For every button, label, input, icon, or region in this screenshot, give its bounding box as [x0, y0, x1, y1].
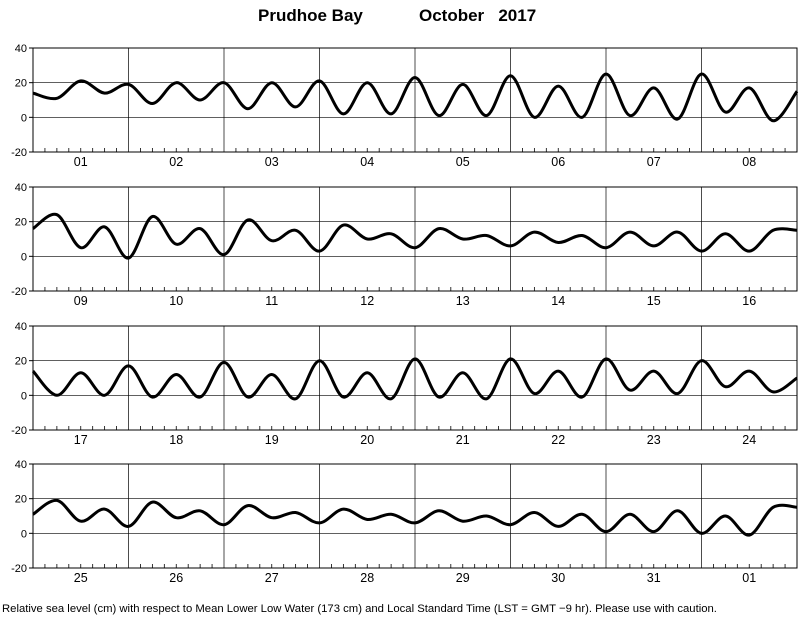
y-tick-label: 40 — [15, 182, 27, 194]
sea-level-curve-panel-2 — [32, 212, 798, 260]
day-label: 01 — [74, 155, 88, 169]
day-label: 19 — [265, 433, 279, 447]
panel-frame — [32, 47, 798, 153]
sea-level-curve-panel-1 — [32, 72, 799, 123]
y-tick-label: 20 — [15, 78, 27, 90]
y-tick-label: 40 — [15, 321, 27, 333]
y-tick-label: -20 — [11, 425, 27, 437]
day-label: 05 — [456, 155, 470, 169]
panel-3: -20 0 20 40 17 18 19 20 21 22 23 24 — [11, 321, 798, 447]
day-label: 17 — [74, 433, 88, 447]
panel-1: -20 0 20 40 01 02 03 04 05 06 07 08 — [11, 43, 799, 169]
y-tick-label: 40 — [15, 459, 27, 471]
day-label: 06 — [551, 155, 565, 169]
chart-caption: Relative sea level (cm) with respect to … — [2, 603, 717, 615]
panel-4: -20 0 20 40 25 26 27 28 29 30 31 01 — [11, 459, 798, 585]
day-label: 18 — [169, 433, 183, 447]
day-label: 07 — [647, 155, 661, 169]
day-label: 24 — [742, 433, 756, 447]
day-label: 13 — [456, 294, 470, 308]
day-label: 27 — [265, 571, 279, 585]
y-tick-label: 0 — [21, 390, 27, 402]
day-label: 12 — [360, 294, 374, 308]
day-label: 02 — [169, 155, 183, 169]
day-label: 28 — [360, 571, 374, 585]
sea-level-curve-panel-3 — [31, 357, 798, 401]
y-tick-label: 0 — [21, 112, 27, 124]
day-label: 11 — [265, 294, 278, 308]
day-label: 01 — [742, 571, 756, 585]
day-label: 08 — [742, 155, 756, 169]
y-tick-label: 20 — [15, 494, 27, 506]
day-label: 09 — [74, 294, 88, 308]
day-label: 22 — [551, 433, 565, 447]
y-tick-label: 0 — [21, 251, 27, 263]
chart-title-station: Prudhoe Bay — [258, 6, 363, 25]
chart-title-period: October 2017 — [419, 6, 536, 25]
day-label: 25 — [74, 571, 88, 585]
day-label: 04 — [360, 155, 374, 169]
panel-2: -20 0 20 40 09 10 11 12 13 14 15 16 — [11, 182, 798, 308]
y-tick-label: 40 — [15, 43, 27, 55]
day-label: 23 — [647, 433, 661, 447]
day-label: 20 — [360, 433, 374, 447]
panels: -20 0 20 40 01 02 03 04 05 06 07 08 -20 0 20 40 09 10 11 12… — [11, 43, 799, 585]
day-label: 29 — [456, 571, 470, 585]
y-tick-label: 20 — [15, 217, 27, 229]
panel-frame — [32, 463, 798, 569]
day-label: 14 — [551, 294, 565, 308]
y-tick-label: -20 — [11, 563, 27, 575]
sea-level-curve-panel-4 — [32, 498, 798, 537]
day-label: 31 — [647, 571, 661, 585]
y-tick-label: 20 — [15, 356, 27, 368]
day-label: 16 — [742, 294, 756, 308]
day-label: 30 — [551, 571, 565, 585]
y-tick-label: -20 — [11, 286, 27, 298]
day-label: 10 — [169, 294, 183, 308]
day-label: 21 — [456, 433, 470, 447]
day-label: 26 — [169, 571, 183, 585]
y-tick-label: -20 — [11, 147, 27, 159]
panel-frame — [32, 186, 798, 292]
day-label: 15 — [647, 294, 661, 308]
y-tick-label: 0 — [21, 528, 27, 540]
day-label: 03 — [265, 155, 279, 169]
